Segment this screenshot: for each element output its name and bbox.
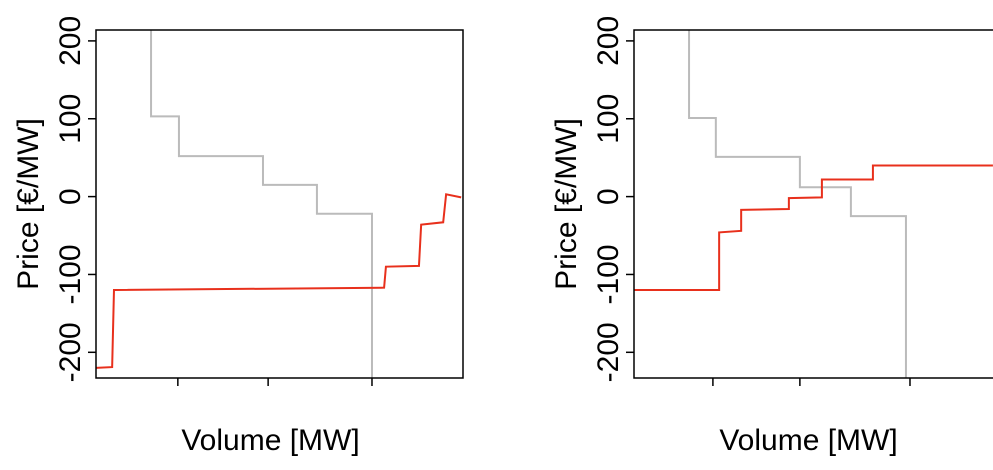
step-line (95, 193, 462, 369)
y-tick-label: 0 (592, 188, 625, 205)
y-tick-label: 0 (54, 188, 87, 205)
step-line (150, 30, 373, 378)
y-tick-label: -100 (592, 244, 625, 304)
y-axis-label: Price [€/MW] (550, 118, 583, 290)
y-tick-label: 100 (592, 94, 625, 144)
step-line (688, 30, 907, 378)
y-tick-label: -200 (54, 322, 87, 382)
y-tick-label: 200 (592, 16, 625, 66)
y-axis-label: Price [€/MW] (12, 118, 45, 290)
step-line (634, 164, 993, 292)
y-tick-label: -200 (592, 322, 625, 382)
plot-frame (633, 29, 993, 379)
y-tick-label: 100 (54, 94, 87, 144)
x-axis-label: Volume [MW] (181, 424, 359, 457)
y-tick-label: 200 (54, 16, 87, 66)
x-axis-label: Volume [MW] (719, 424, 897, 457)
y-tick-label: -100 (54, 244, 87, 304)
plot-frame (95, 29, 464, 379)
